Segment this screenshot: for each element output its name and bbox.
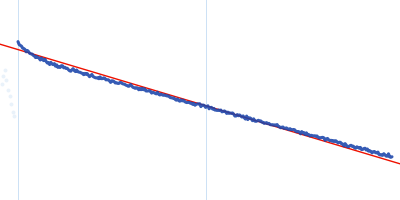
Point: [5, 88, 11, 92]
Point: [0, 82, 5, 86]
Point: [8, 102, 14, 106]
Point: [2, 68, 8, 72]
Point: [0, 74, 6, 78]
Point: [3, 78, 10, 82]
Point: [11, 114, 18, 118]
Point: [10, 110, 16, 114]
Point: [6, 94, 13, 98]
